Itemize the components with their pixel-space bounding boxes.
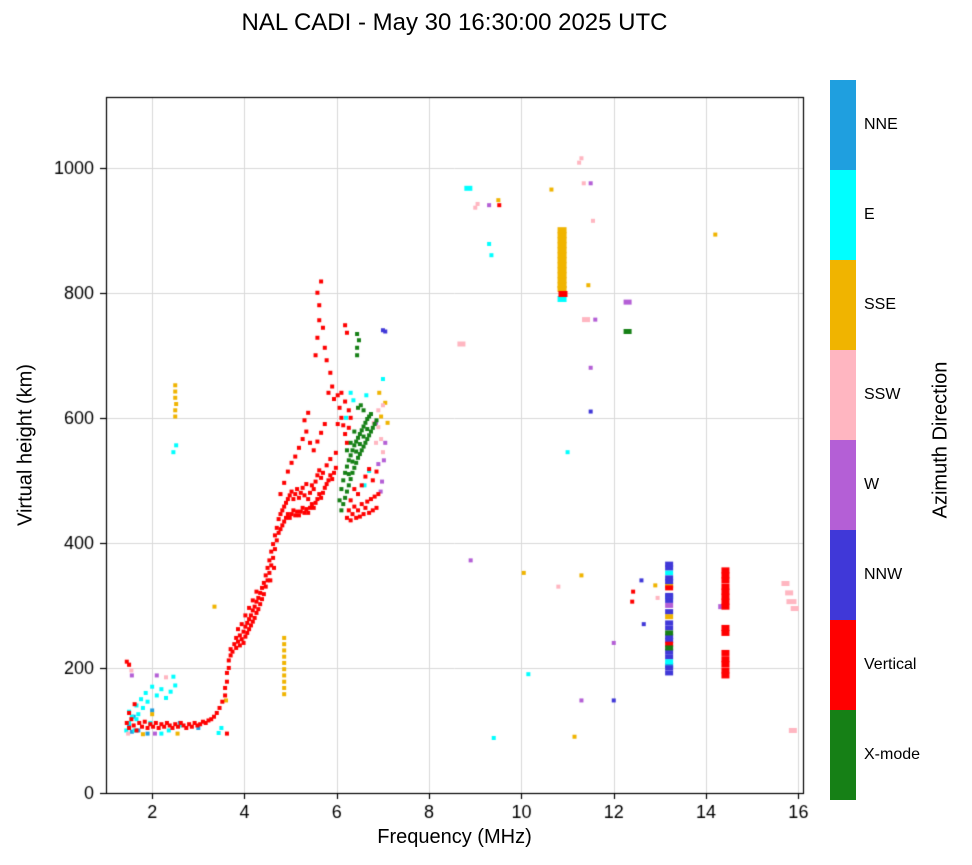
legend-label-sse: SSE — [864, 296, 897, 313]
legend-swatch-e — [830, 170, 856, 260]
y-axis-label: Virtual height (km) — [14, 364, 37, 526]
legend-swatch-ssw — [830, 350, 856, 440]
legend-label-nnw: NNW — [864, 566, 903, 583]
legend-label-vertical: Vertical — [864, 656, 917, 673]
legend-label-x-mode: X-mode — [864, 746, 921, 763]
legend-swatch-sse — [830, 260, 856, 350]
colorbar-title: Azimuth Direction — [929, 361, 952, 519]
legend-swatch-nnw — [830, 530, 856, 620]
chart-title: NAL CADI - May 30 16:30:00 2025 UTC — [241, 9, 668, 36]
legend-label-e: E — [864, 206, 875, 223]
legend-swatch-x-mode — [830, 710, 856, 800]
legend-swatch-nne — [830, 80, 856, 170]
legend-label-ssw: SSW — [864, 386, 901, 403]
x-axis-label: Frequency (MHz) — [377, 826, 532, 848]
legend-swatch-w — [830, 440, 856, 530]
legend-swatch-vertical — [830, 620, 856, 710]
legend-label-nne: NNE — [864, 116, 898, 133]
legend-label-w: W — [864, 476, 880, 493]
colorbar: NNE E SSE SSW W NNW Vertical X-mode — [830, 80, 920, 800]
